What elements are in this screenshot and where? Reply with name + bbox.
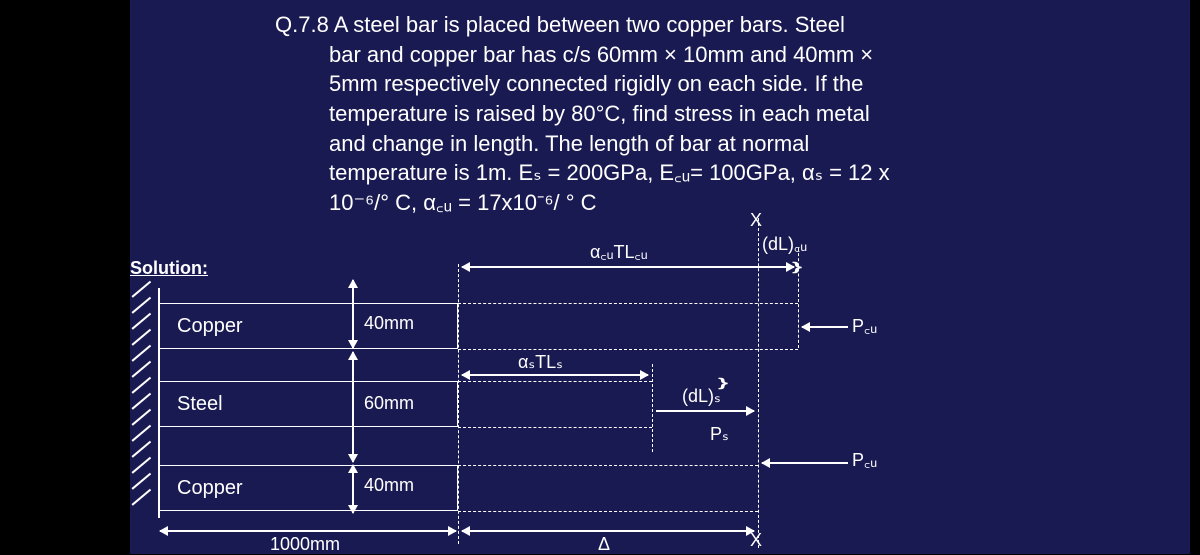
q-line-1: bar and copper bar has c/s 60mm × 10mm a… <box>329 42 873 67</box>
acu-label: α꜀ᵤTL꜀ᵤ <box>590 240 648 264</box>
q-line-2: 5mm respectively connected rigidly on ea… <box>329 71 863 96</box>
st-bot <box>458 427 652 428</box>
dim-copper-bot-txt: 40mm <box>364 475 414 496</box>
slide-background: Q.7.8 A steel bar is placed between two … <box>130 0 1190 554</box>
wall-hatch <box>132 288 158 518</box>
st-top <box>458 381 652 382</box>
dlcu-brace: ⏞ <box>753 262 799 274</box>
length-label: 1000mm <box>270 534 340 555</box>
length-arrow <box>160 530 456 532</box>
cu-bot-top <box>458 465 758 466</box>
dash-steel-end <box>652 364 653 452</box>
dash-origin <box>458 264 459 544</box>
q-line-3: temperature is raised by 80°C, find stre… <box>329 101 870 126</box>
dim-copper-bot <box>352 465 354 513</box>
acu-arrow <box>462 266 794 268</box>
dim-copper-top <box>352 280 354 348</box>
ps-label: Pₛ <box>710 424 729 445</box>
q-line-4: and change in length. The length of bar … <box>329 131 809 156</box>
cu-bot-bot <box>458 511 758 512</box>
x-bot: X <box>750 530 762 551</box>
q-line-0: A steel bar is placed between two copper… <box>334 12 845 37</box>
q-number: Q.7.8 <box>275 12 329 37</box>
pcu-bot-label: P꜀ᵤ <box>852 448 877 472</box>
question-text: Q.7.8 A steel bar is placed between two … <box>275 10 995 218</box>
x-top: X <box>750 210 762 231</box>
as-arrow <box>462 374 648 376</box>
cu-top-top <box>458 303 798 304</box>
q-line-6: 10⁻⁶/° C, α꜀ᵤ = 17x10⁻⁶/ ° C <box>329 190 597 215</box>
dim-steel-txt: 60mm <box>364 393 414 414</box>
dim-steel <box>352 352 354 462</box>
pcu-top-label: P꜀ᵤ <box>852 314 877 338</box>
copper-top-label: Copper <box>177 315 327 338</box>
delta-label: Δ <box>598 534 610 555</box>
dlcu-label: (dL)꜀ᵤ <box>762 232 807 256</box>
diagram: Copper Steel Copper 40mm 60mm 40mm 1000m… <box>130 268 1190 554</box>
pcu-top-arrow <box>802 326 848 328</box>
dim-copper-top-txt: 40mm <box>364 313 414 334</box>
dls-label: (dL)ₛ <box>682 386 721 407</box>
dls-arrow <box>656 410 754 412</box>
q-line-5: temperature is 1m. Eₛ = 200GPa, E꜀ᵤ= 100… <box>329 160 890 185</box>
as-label: αₛTLₛ <box>518 352 563 373</box>
delta-arrow <box>462 530 754 532</box>
pcu-bot-arrow <box>762 462 848 464</box>
steel-label: Steel <box>177 393 327 416</box>
cu-top-bot <box>458 349 798 350</box>
copper-bot-label: Copper <box>177 477 327 500</box>
